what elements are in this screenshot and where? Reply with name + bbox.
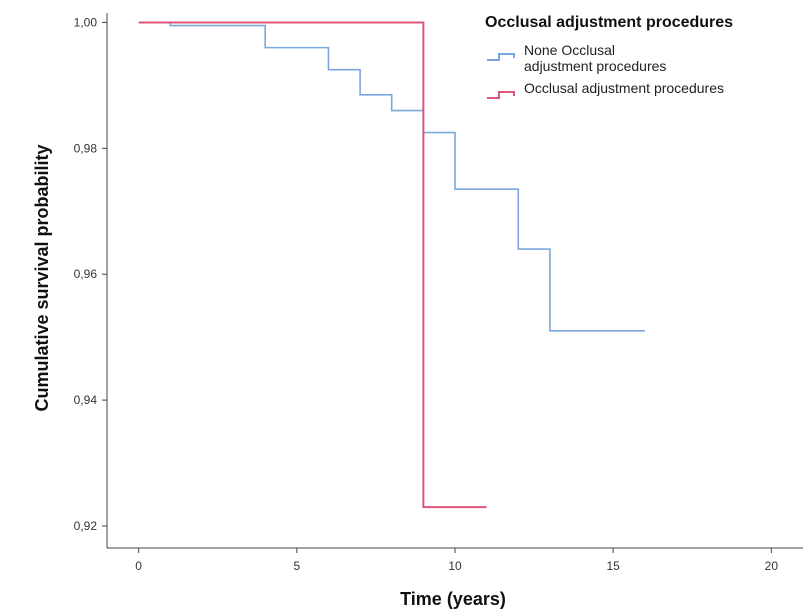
legend-label: Occlusal adjustment procedures [524,80,724,96]
y-tick-label: 0,98 [74,141,98,155]
legend-symbol [487,91,515,99]
y-tick-label: 0,92 [74,519,98,533]
series-occlusal-line [138,21,487,509]
legend-label: None Occlusal [524,42,615,58]
legend-title: Occlusal adjustment procedures [485,14,733,31]
y-axis-title: Cumulative survival probability [32,144,52,411]
x-axis-title: Time (years) [400,589,506,609]
legend-symbol [487,53,515,61]
series-layer [138,21,645,509]
y-tick-label: 0,94 [74,393,98,407]
legend: Occlusal adjustment procedures None Occl… [485,14,733,99]
x-tick-label: 5 [293,559,300,573]
y-tick-label: 1,00 [74,15,98,29]
axes: 0,92 0,94 0,96 0,98 1,00 0 5 10 15 20 [74,13,803,573]
x-tick-label: 0 [135,559,142,573]
y-tick-label: 0,96 [74,267,98,281]
x-tick-label: 20 [765,559,779,573]
x-tick-label: 15 [607,559,621,573]
legend-label: adjustment procedures [524,58,666,74]
series-none-occlusal-line [138,21,645,332]
x-tick-label: 10 [448,559,462,573]
